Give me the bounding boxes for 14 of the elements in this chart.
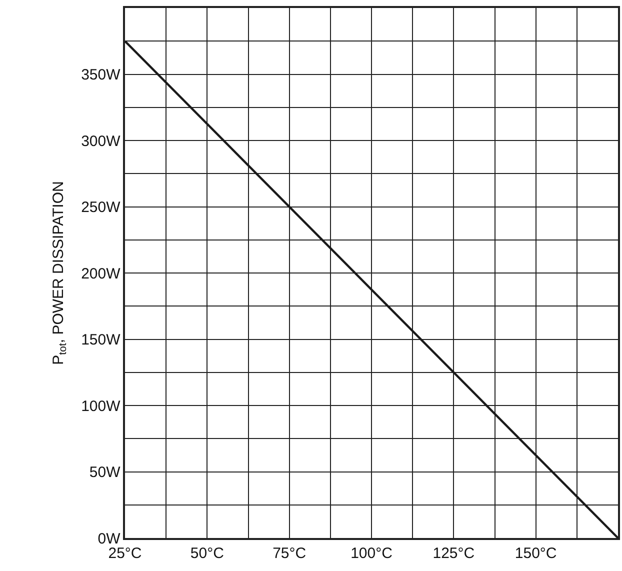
- x-tick-label: 50°C: [190, 544, 224, 562]
- y-tick-label: 100W: [81, 398, 122, 415]
- x-tick-label: 150°C: [514, 544, 557, 562]
- y-tick-label: 350W: [81, 66, 122, 84]
- y-tick-label: 200W: [81, 265, 122, 282]
- x-tick-label: 75°C: [272, 544, 306, 562]
- y-tick-label: 300W: [81, 132, 122, 150]
- x-tick-label: 125°C: [432, 544, 475, 562]
- y-tick-label: 50W: [89, 464, 122, 481]
- y-tick-label: 150W: [81, 332, 122, 348]
- y-tick-label: 250W: [81, 199, 122, 216]
- y-tick-label: 0W: [98, 530, 122, 548]
- x-tick-label: 100°C: [350, 544, 393, 562]
- x-tick-label: 25°C: [108, 544, 142, 562]
